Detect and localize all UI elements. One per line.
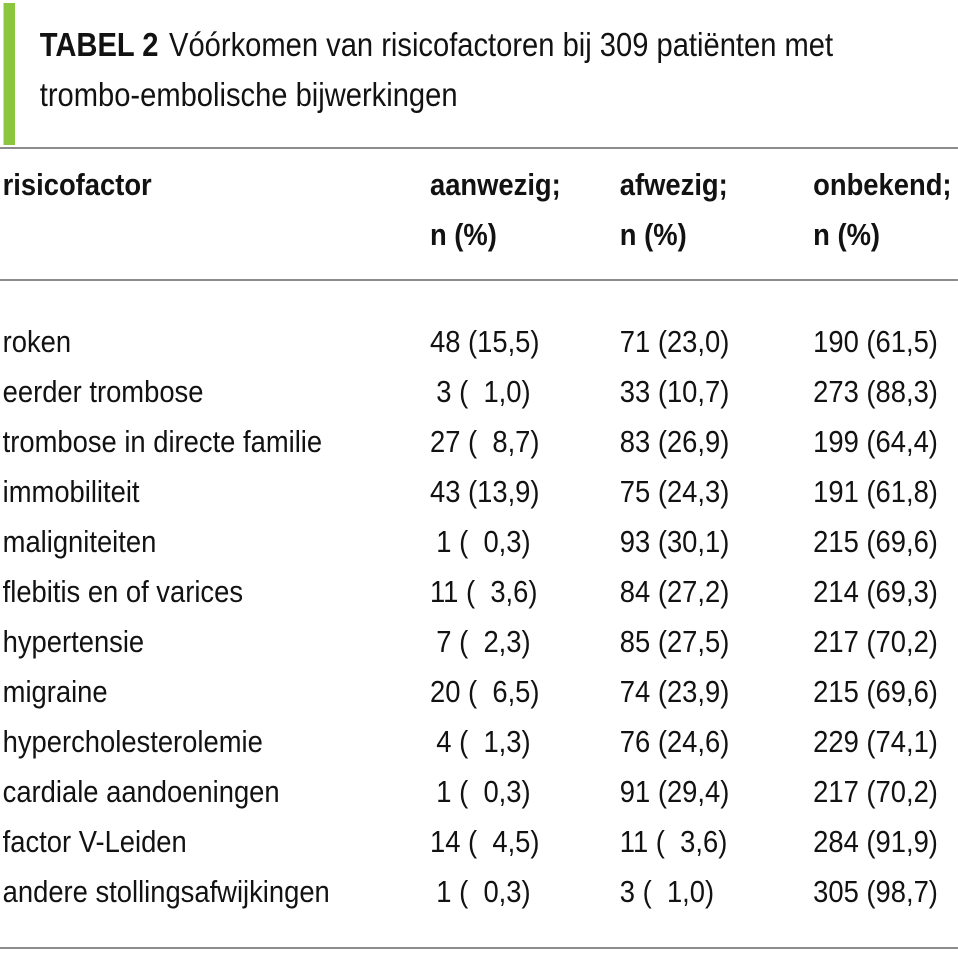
row-label: roken: [2, 324, 72, 359]
table-row: flebitis en of varices 11 ( 3,6) 84 (27,2)…: [0, 567, 958, 617]
column-subheader-label: n (%): [619, 217, 687, 252]
cell-onbekend: 190 (61,5): [813, 324, 938, 359]
title-line-1: TABEL 2 Vóórkomen van risicofactoren bij …: [40, 20, 833, 70]
cell-afwezig: 3 ( 1,0): [619, 874, 715, 909]
cell-onbekend: 229 (74,1): [813, 724, 938, 759]
cell-aanwezig: 20 ( 6,5): [429, 674, 540, 709]
cell-afwezig: 75 (24,3): [619, 474, 730, 509]
cell-aanwezig: 43 (13,9): [429, 474, 540, 509]
cell-afwezig: 76 (24,6): [619, 724, 730, 759]
accent-bar: [3, 3, 16, 145]
cell-afwezig: 71 (23,0): [619, 324, 730, 359]
column-header-label: onbekend;: [813, 167, 952, 202]
table-row: eerder trombose 3 ( 1,0) 33 (10,7) 273 (88,…: [0, 367, 958, 417]
divider-under-header: [0, 279, 958, 281]
cell-onbekend: 284 (91,9): [813, 824, 938, 859]
cell-onbekend: 214 (69,3): [813, 574, 938, 609]
column-header-label: aanwezig;: [429, 167, 561, 202]
cell-aanwezig: 7 ( 2,3): [436, 624, 531, 659]
row-label: hypercholesterolemie: [2, 724, 263, 759]
table-row: hypertensie 7 ( 2,3) 85 (27,5) 217 (70,2): [0, 617, 958, 667]
title-line-2: trombo-embolische bijwerkingen: [39, 76, 458, 113]
cell-onbekend: 305 (98,7): [813, 874, 938, 909]
column-header-aanwezig: aanwezig; n (%): [430, 160, 620, 260]
row-label: migraine: [2, 674, 108, 709]
cell-onbekend: 273 (88,3): [813, 374, 938, 409]
title-text: Vóórkomen van risicofactoren bij 309 pat…: [169, 26, 834, 63]
cell-afwezig: 83 (26,9): [619, 424, 730, 459]
table-rows: roken 48 (15,5) 71 (23,0) 190 (61,5) eerder …: [0, 317, 958, 917]
cell-aanwezig: 1 ( 0,3): [436, 774, 531, 809]
cell-afwezig: 93 (30,1): [619, 524, 730, 559]
column-subheader-label: n (%): [429, 217, 497, 252]
table-row: roken 48 (15,5) 71 (23,0) 190 (61,5): [0, 317, 958, 367]
table-row: andere stollingsafwijkingen 1 ( 0,3) 3 ( 1…: [0, 867, 958, 917]
table-row: immobiliteit 43 (13,9) 75 (24,3) 191 (61,8): [0, 467, 958, 517]
cell-onbekend: 217 (70,2): [813, 624, 938, 659]
divider-bottom: [0, 947, 958, 949]
cell-afwezig: 85 (27,5): [619, 624, 730, 659]
cell-onbekend: 217 (70,2): [813, 774, 938, 809]
cell-afwezig: 33 (10,7): [619, 374, 730, 409]
cell-aanwezig: 1 ( 0,3): [436, 874, 531, 909]
table-header: risicofactor aanwezig; n (%) afwezig; n …: [0, 160, 958, 260]
column-header-label: risicofactor: [2, 167, 152, 202]
row-label: factor V-Leiden: [2, 824, 187, 859]
column-header-afwezig: afwezig; n (%): [620, 160, 813, 260]
cell-onbekend: 191 (61,8): [813, 474, 938, 509]
cell-aanwezig: 4 ( 1,3): [436, 724, 531, 759]
row-label: maligniteiten: [2, 524, 157, 559]
row-label: immobiliteit: [2, 474, 140, 509]
cell-aanwezig: 27 ( 8,7): [429, 424, 540, 459]
cell-afwezig: 74 (23,9): [619, 674, 730, 709]
cell-afwezig: 11 ( 3,6): [619, 824, 728, 859]
table-row: cardiale aandoeningen 1 ( 0,3) 91 (29,4) 21…: [0, 767, 958, 817]
cell-aanwezig: 48 (15,5): [429, 324, 540, 359]
table-row: trombose in directe familie 27 ( 8,7) 83 (…: [0, 417, 958, 467]
table-row: maligniteiten 1 ( 0,3) 93 (30,1) 215 (69,6): [0, 517, 958, 567]
cell-aanwezig: 3 ( 1,0): [436, 374, 531, 409]
cell-afwezig: 84 (27,2): [619, 574, 730, 609]
cell-aanwezig: 11 ( 3,6): [429, 574, 538, 609]
column-header-label: afwezig;: [619, 167, 728, 202]
cell-onbekend: 215 (69,6): [813, 674, 938, 709]
cell-aanwezig: 1 ( 0,3): [436, 524, 531, 559]
column-subheader-label: n (%): [813, 217, 881, 252]
title-label: TABEL 2: [39, 26, 159, 63]
cell-aanwezig: 14 ( 4,5): [429, 824, 540, 859]
row-label: andere stollingsafwijkingen: [2, 874, 330, 909]
row-label: eerder trombose: [2, 374, 204, 409]
column-header-onbekend: onbekend; n (%): [813, 160, 958, 260]
page-title: TABEL 2 Vóórkomen van risicofactoren bij …: [40, 20, 833, 120]
row-label: trombose in directe familie: [2, 424, 323, 459]
table-row: factor V-Leiden 14 ( 4,5) 11 ( 3,6) 284 (91…: [0, 817, 958, 867]
row-label: hypertensie: [2, 624, 145, 659]
table-row: migraine 20 ( 6,5) 74 (23,9) 215 (69,6): [0, 667, 958, 717]
cell-afwezig: 91 (29,4): [619, 774, 730, 809]
divider-under-title: [0, 147, 958, 149]
cell-onbekend: 199 (64,4): [813, 424, 938, 459]
column-header-risicofactor: risicofactor: [0, 160, 430, 260]
table-row: hypercholesterolemie 4 ( 1,3) 76 (24,6) 229…: [0, 717, 958, 767]
row-label: flebitis en of varices: [2, 574, 244, 609]
cell-onbekend: 215 (69,6): [813, 524, 938, 559]
row-label: cardiale aandoeningen: [2, 774, 280, 809]
